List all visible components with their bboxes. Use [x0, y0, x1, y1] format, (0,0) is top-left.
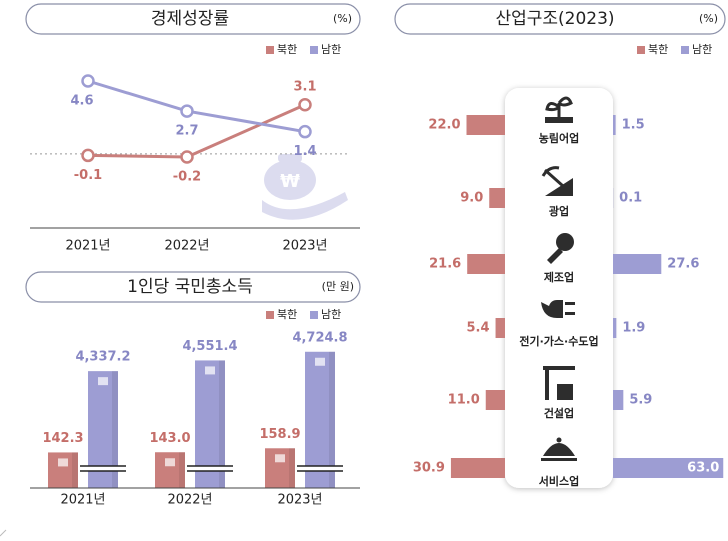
x-tick-label: 2022년 — [167, 493, 212, 508]
legend-swatch — [266, 311, 274, 319]
bar — [450, 458, 505, 478]
point — [180, 150, 194, 164]
bar-side — [112, 371, 118, 488]
data-label: 5.4 — [467, 321, 490, 336]
bar-tag — [98, 377, 108, 386]
legend-swatch — [310, 46, 318, 54]
unit-label: (만 원) — [322, 280, 354, 293]
title-pill — [25, 271, 361, 303]
axis-break — [297, 466, 343, 471]
industry-label: 서비스업 — [539, 474, 579, 488]
unit-label: (%) — [699, 12, 718, 25]
data-label: 4.6 — [70, 94, 93, 109]
legend-label: 남한 — [321, 43, 341, 56]
data-label: 21.6 — [429, 257, 461, 272]
data-label: 63.0 — [687, 461, 719, 476]
data-label: 9.0 — [460, 191, 483, 206]
bar-side — [329, 351, 335, 488]
legend-label: 북한 — [648, 43, 668, 56]
chart-title: 1인당 국민총소득 — [127, 277, 253, 297]
bar-side — [289, 448, 295, 488]
bar-side — [179, 452, 185, 488]
data-label: 0.1 — [619, 191, 642, 206]
data-label: 11.0 — [448, 393, 480, 408]
bar-tag — [315, 357, 325, 366]
x-tick-label: 2022년 — [164, 239, 209, 254]
data-label: 1.9 — [622, 321, 645, 336]
title-pill — [25, 3, 361, 35]
data-label: 143.0 — [149, 431, 190, 446]
bar — [613, 318, 617, 338]
industry-label: 전기·가스·수도업 — [519, 334, 598, 348]
data-label: 5.9 — [629, 393, 652, 408]
industry-label: 건설업 — [544, 406, 574, 420]
bar — [613, 458, 724, 478]
legend-label: 북한 — [277, 43, 297, 56]
data-label: 1.4 — [293, 144, 316, 159]
bar-tag — [275, 454, 285, 463]
data-label: -0.1 — [74, 168, 102, 183]
data-label: 3.1 — [293, 79, 316, 94]
bar — [613, 254, 662, 274]
bar — [489, 188, 505, 208]
x-tick-label: 2023년 — [282, 239, 327, 254]
legend-label: 남한 — [692, 43, 712, 56]
data-label: 158.9 — [259, 427, 300, 442]
data-label: -0.2 — [173, 170, 201, 185]
bar-side — [219, 360, 225, 488]
money-icon: ₩ — [262, 154, 348, 220]
unit-label: (%) — [333, 12, 352, 25]
industry-label: 농림어업 — [539, 131, 579, 145]
point — [180, 104, 194, 118]
data-label: 142.3 — [42, 431, 83, 446]
chart-title: 산업구조(2023) — [495, 9, 614, 29]
data-label: 1.5 — [622, 118, 645, 133]
bar-tag — [58, 458, 68, 467]
legend-label: 북한 — [277, 308, 297, 321]
svg-text:₩: ₩ — [280, 171, 300, 192]
bar — [485, 390, 505, 410]
bar — [466, 115, 505, 135]
bar — [48, 452, 78, 488]
bar-tag — [205, 366, 215, 375]
data-label: 27.6 — [667, 257, 699, 272]
x-tick-label: 2021년 — [65, 239, 110, 254]
industry-label: 제조업 — [544, 270, 574, 284]
data-label: 30.9 — [413, 461, 445, 476]
point — [81, 148, 95, 163]
industry-card — [505, 88, 613, 488]
data-label: 4,551.4 — [182, 339, 237, 354]
bar-tag — [165, 458, 175, 467]
point — [298, 98, 312, 112]
legend-swatch — [681, 46, 689, 54]
bar — [613, 390, 624, 410]
industry-icons — [541, 96, 577, 461]
x-tick-label: 2021년 — [60, 493, 105, 508]
title-pill — [394, 3, 726, 35]
corner — [0, 529, 7, 537]
bar — [495, 318, 505, 338]
data-label: 4,724.8 — [292, 330, 347, 345]
axis-break — [187, 466, 233, 471]
data-label: 2.7 — [175, 124, 198, 139]
bar — [613, 115, 616, 135]
axis-break — [80, 466, 126, 471]
x-tick-label: 2023년 — [277, 493, 322, 508]
chart-title: 경제성장률 — [151, 9, 229, 29]
data-label: 4,337.2 — [75, 350, 130, 365]
industry-label: 광업 — [549, 205, 569, 218]
bar-side — [72, 452, 78, 488]
legend-label: 남한 — [321, 308, 341, 321]
data-label: 22.0 — [428, 118, 460, 133]
legend-swatch — [266, 46, 274, 54]
legend-swatch — [637, 46, 645, 54]
point — [298, 124, 312, 139]
bar — [467, 254, 505, 274]
point — [81, 74, 95, 88]
bar — [155, 452, 185, 488]
legend-swatch — [310, 311, 318, 319]
